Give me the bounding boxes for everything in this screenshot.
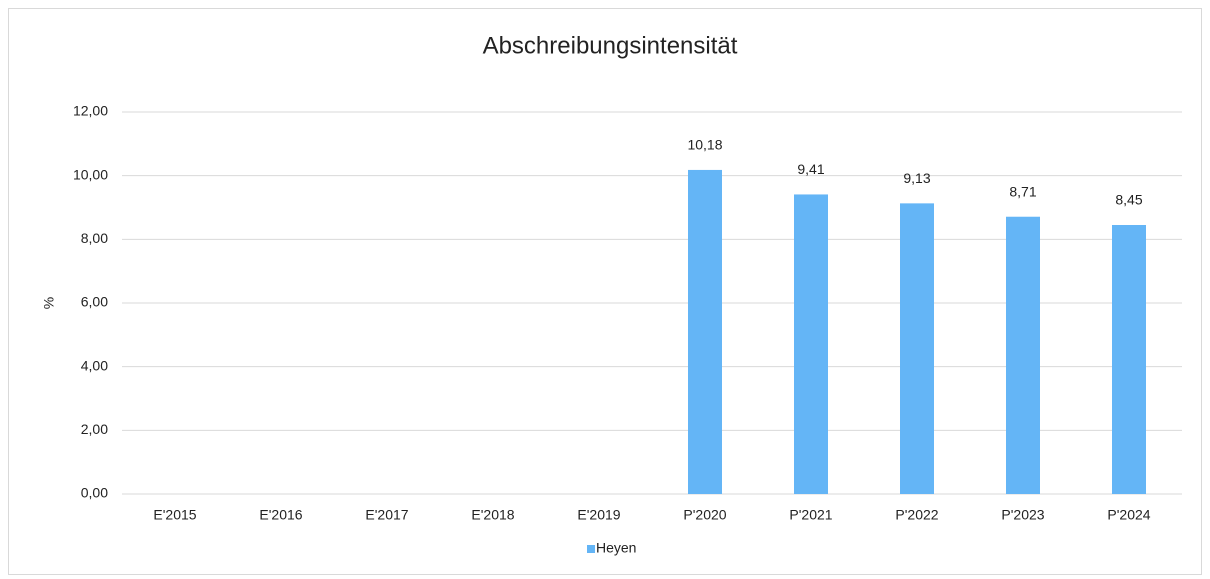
y-tick-label: 2,00 <box>81 421 108 437</box>
bar <box>688 169 722 495</box>
y-tick-label: 12,00 <box>73 103 108 119</box>
data-label: 8,71 <box>1009 183 1036 199</box>
data-label: 10,18 <box>687 137 722 153</box>
bar <box>1006 216 1040 494</box>
x-tick-label: E'2018 <box>471 507 514 523</box>
data-label: 9,41 <box>797 161 824 177</box>
legend-label: Heyen <box>596 540 636 556</box>
y-tick-label: 4,00 <box>81 357 108 373</box>
y-tick-label: 8,00 <box>81 230 108 246</box>
bar <box>1112 225 1146 494</box>
y-tick-label: 6,00 <box>81 294 108 310</box>
x-tick-label: E'2017 <box>365 507 408 523</box>
x-tick-label: P'2023 <box>1001 507 1044 523</box>
x-tick-label: E'2019 <box>577 507 620 523</box>
x-tick-label: E'2016 <box>259 507 302 523</box>
x-tick-label: P'2020 <box>683 507 726 523</box>
bar <box>900 203 934 494</box>
y-axis-label: % <box>41 297 57 309</box>
x-tick-label: P'2024 <box>1107 507 1150 523</box>
x-tick-label: P'2021 <box>789 507 832 523</box>
x-tick-label: E'2015 <box>153 507 196 523</box>
bar <box>794 194 828 494</box>
chart-border <box>8 8 1202 575</box>
y-tick-label: 0,00 <box>81 485 108 501</box>
chart-title: Abschreibungsintensität <box>483 32 738 59</box>
x-tick-label: P'2022 <box>895 507 938 523</box>
y-tick-label: 10,00 <box>73 166 108 182</box>
legend-swatch <box>587 545 595 553</box>
data-label: 8,45 <box>1115 192 1142 208</box>
data-label: 9,13 <box>903 170 930 186</box>
